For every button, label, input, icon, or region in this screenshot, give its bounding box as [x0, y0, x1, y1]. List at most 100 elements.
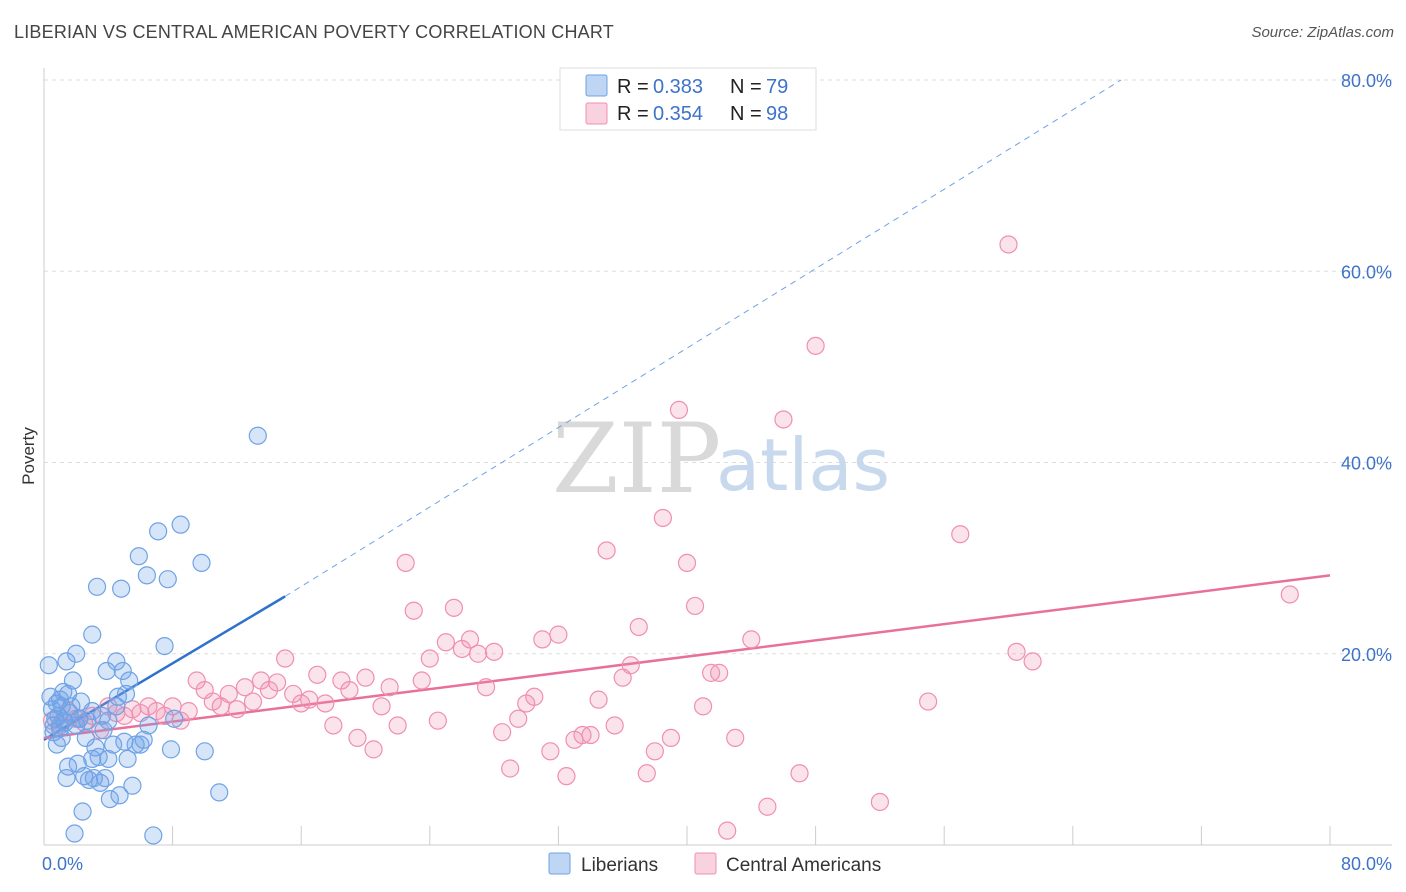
- central-american-point: [493, 723, 512, 742]
- liberian-point: [95, 768, 115, 788]
- central-american-point: [742, 630, 761, 649]
- central-american-point: [637, 764, 656, 783]
- central-american-point: [525, 687, 544, 706]
- liberian-point: [83, 625, 102, 644]
- central-american-point: [1023, 652, 1042, 671]
- data-points: [39, 235, 1299, 845]
- axes: [43, 68, 1392, 846]
- bottom-legend-swatch-central-americans: [694, 852, 717, 875]
- central-american-point: [790, 764, 809, 783]
- liberian-point: [83, 749, 102, 769]
- central-american-point: [348, 728, 367, 748]
- y-axis-title: Poverty: [19, 427, 38, 485]
- liberian-point: [97, 661, 116, 681]
- legend-n-value: 98: [766, 103, 788, 125]
- central-american-point: [476, 678, 496, 697]
- central-american-point: [629, 617, 648, 637]
- watermark: ZIP atlas: [552, 403, 890, 515]
- central-american-point: [485, 642, 504, 661]
- liberian-point: [112, 579, 131, 598]
- liberian-point: [107, 652, 126, 671]
- central-american-point: [316, 694, 335, 713]
- central-american-point: [276, 649, 295, 668]
- liberian-point: [83, 702, 102, 721]
- liberian-point: [63, 671, 83, 690]
- legend-swatch-liberians: [585, 74, 608, 97]
- bottom-legend: Liberians Central Americans: [548, 852, 881, 876]
- central-american-point: [412, 671, 431, 690]
- liberian-point: [94, 721, 113, 740]
- watermark-zip: ZIP: [552, 403, 721, 515]
- liberian-point: [210, 783, 229, 802]
- central-american-point: [372, 697, 391, 716]
- central-american-point: [919, 692, 938, 711]
- central-american-point: [549, 625, 568, 644]
- central-american-point: [501, 759, 520, 778]
- liberian-point: [155, 636, 174, 656]
- central-american-point: [444, 598, 464, 617]
- liberian-point: [123, 776, 142, 795]
- bottom-legend-label-central-americans: Central Americans: [726, 855, 881, 876]
- liberian-point: [87, 577, 107, 596]
- central-american-point: [557, 767, 576, 786]
- central-american-point: [219, 684, 238, 704]
- central-american-point: [420, 649, 439, 668]
- central-american-point: [460, 630, 480, 649]
- liberian-point: [57, 768, 76, 788]
- liberian-point: [52, 728, 71, 748]
- liberian-point: [139, 716, 158, 735]
- central-american-point: [677, 553, 697, 573]
- central-american-point: [267, 673, 287, 692]
- central-american-point: [589, 690, 608, 709]
- central-american-point: [388, 716, 407, 735]
- legend-r-label: R =: [617, 103, 649, 125]
- liberian-point: [57, 652, 76, 671]
- liberian-point: [55, 713, 74, 732]
- y-tick-labels: 20.0% 40.0% 60.0% 80.0%: [1341, 71, 1392, 665]
- central-american-point: [870, 792, 890, 812]
- central-american-point: [718, 821, 737, 840]
- legend-r-label: R =: [617, 76, 649, 98]
- central-american-point: [541, 742, 560, 761]
- liberian-point: [144, 826, 163, 845]
- legend-r-value: 0.383: [653, 76, 703, 98]
- central-american-point: [404, 601, 423, 620]
- central-american-point: [597, 541, 616, 560]
- liberian-point: [158, 570, 177, 589]
- liberian-point: [104, 735, 123, 754]
- liberian-point: [248, 426, 267, 445]
- legend-swatch-central-americans: [585, 102, 608, 125]
- liberian-point: [99, 711, 118, 730]
- central-american-point: [999, 235, 1018, 254]
- liberian-point: [134, 730, 153, 749]
- central-american-point: [300, 690, 319, 709]
- liberian-point: [65, 824, 84, 843]
- central-american-point: [235, 678, 255, 697]
- central-american-point: [661, 728, 681, 748]
- central-american-point: [710, 663, 729, 682]
- liberian-point: [116, 684, 136, 704]
- liberian-point: [118, 749, 137, 769]
- liberian-point: [161, 740, 181, 759]
- liberian-point: [120, 671, 139, 690]
- central-american-point: [581, 725, 600, 745]
- central-american-point: [340, 680, 359, 700]
- chart-title: LIBERIAN VS CENTRAL AMERICAN POVERTY COR…: [14, 22, 614, 42]
- central-american-point: [243, 692, 263, 711]
- legend-box: R = 0.383 N = 79 R = 0.354 N = 98: [559, 67, 817, 131]
- central-american-point: [645, 742, 664, 761]
- liberian-point: [39, 656, 58, 675]
- legend-n-label: N =: [730, 76, 762, 98]
- central-american-point: [685, 596, 705, 616]
- central-american-point: [605, 716, 624, 735]
- central-american-point: [693, 697, 713, 716]
- x-tick-labels: 0.0% 80.0%: [42, 854, 1392, 874]
- central-american-point: [364, 740, 383, 759]
- grid-lines: [44, 79, 1392, 655]
- central-american-trend-line: [43, 574, 1331, 740]
- y-tick-label: 20.0%: [1341, 645, 1392, 665]
- legend-n-value: 79: [766, 76, 788, 98]
- watermark-atlas: atlas: [716, 423, 890, 507]
- legend-frame: [559, 67, 817, 131]
